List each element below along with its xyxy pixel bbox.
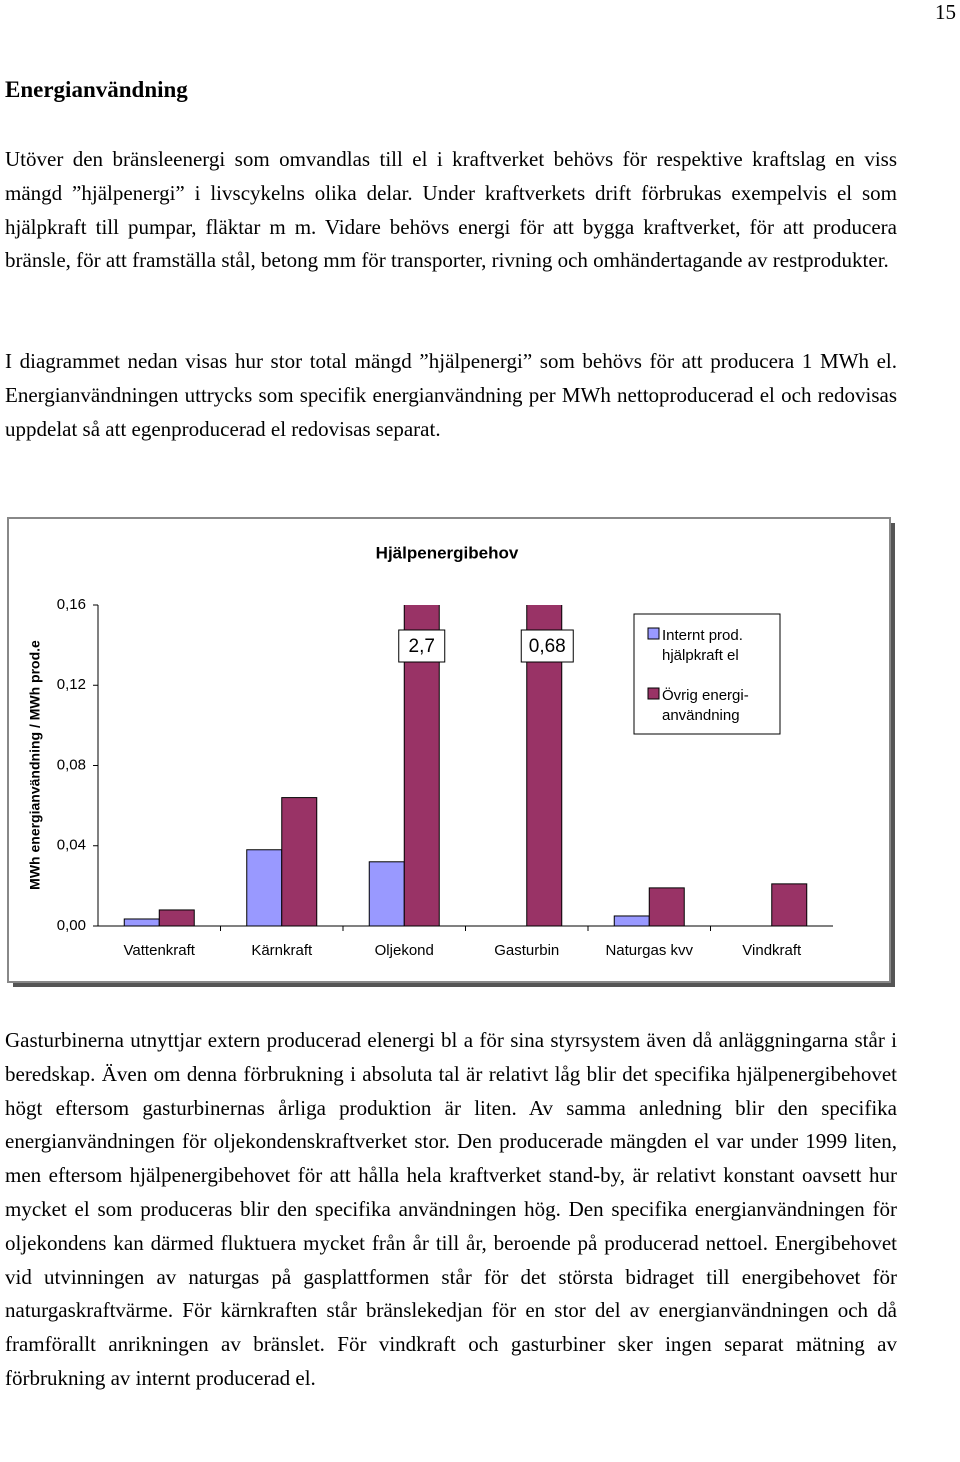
bar [158,909,195,927]
x-tick-label: Vattenkraft [124,942,196,959]
chart-title: Hjälpenergibehov [376,543,519,562]
page-number: 15 [935,0,956,24]
legend-swatch [647,687,660,700]
y-tick-label: 0,12 [57,676,86,693]
value-label: 0,68 [529,636,566,657]
y-tick-label: 0,16 [57,596,86,613]
bar [526,605,563,927]
heading: Energianvändning [5,77,188,102]
value-label-box [398,629,446,663]
x-tick-label: Gasturbin [494,942,559,959]
bar [771,883,808,927]
y-tick-label: 0,04 [57,837,86,854]
legend-swatch [647,627,660,640]
y-tick-label: 0,08 [57,756,86,773]
paragraph: Utöver den bränsleenergi som omvandlas t… [5,147,897,273]
bar [368,861,405,927]
value-label-box [520,629,574,663]
x-tick-label: Kärnkraft [251,942,313,959]
x-tick-label: Oljekond [375,942,434,959]
legend-label: Internt prod. hjälpkraft el [662,627,743,664]
chart: Hjälpenergibehov MWh energianvändning / … [7,517,895,987]
y-axis-label: MWh energianvändning / MWh prod.e [27,640,43,890]
bar [613,915,650,927]
bar [648,887,685,927]
bar [123,918,160,927]
value-label: 2,7 [409,636,435,657]
bar [246,849,283,927]
x-tick-label: Vindkraft [742,942,802,959]
legend-label: Övrig energi- användning [662,687,749,724]
chart-frame [7,517,891,983]
bar [281,797,318,927]
x-tick-label: Naturgas kvv [605,942,693,959]
bar [403,605,440,927]
paragraph: I diagrammet nedan visas hur stor total … [5,349,897,441]
y-tick-label: 0,00 [57,917,86,934]
paragraph: Gasturbinerna utnyttjar extern producera… [5,1028,897,1390]
